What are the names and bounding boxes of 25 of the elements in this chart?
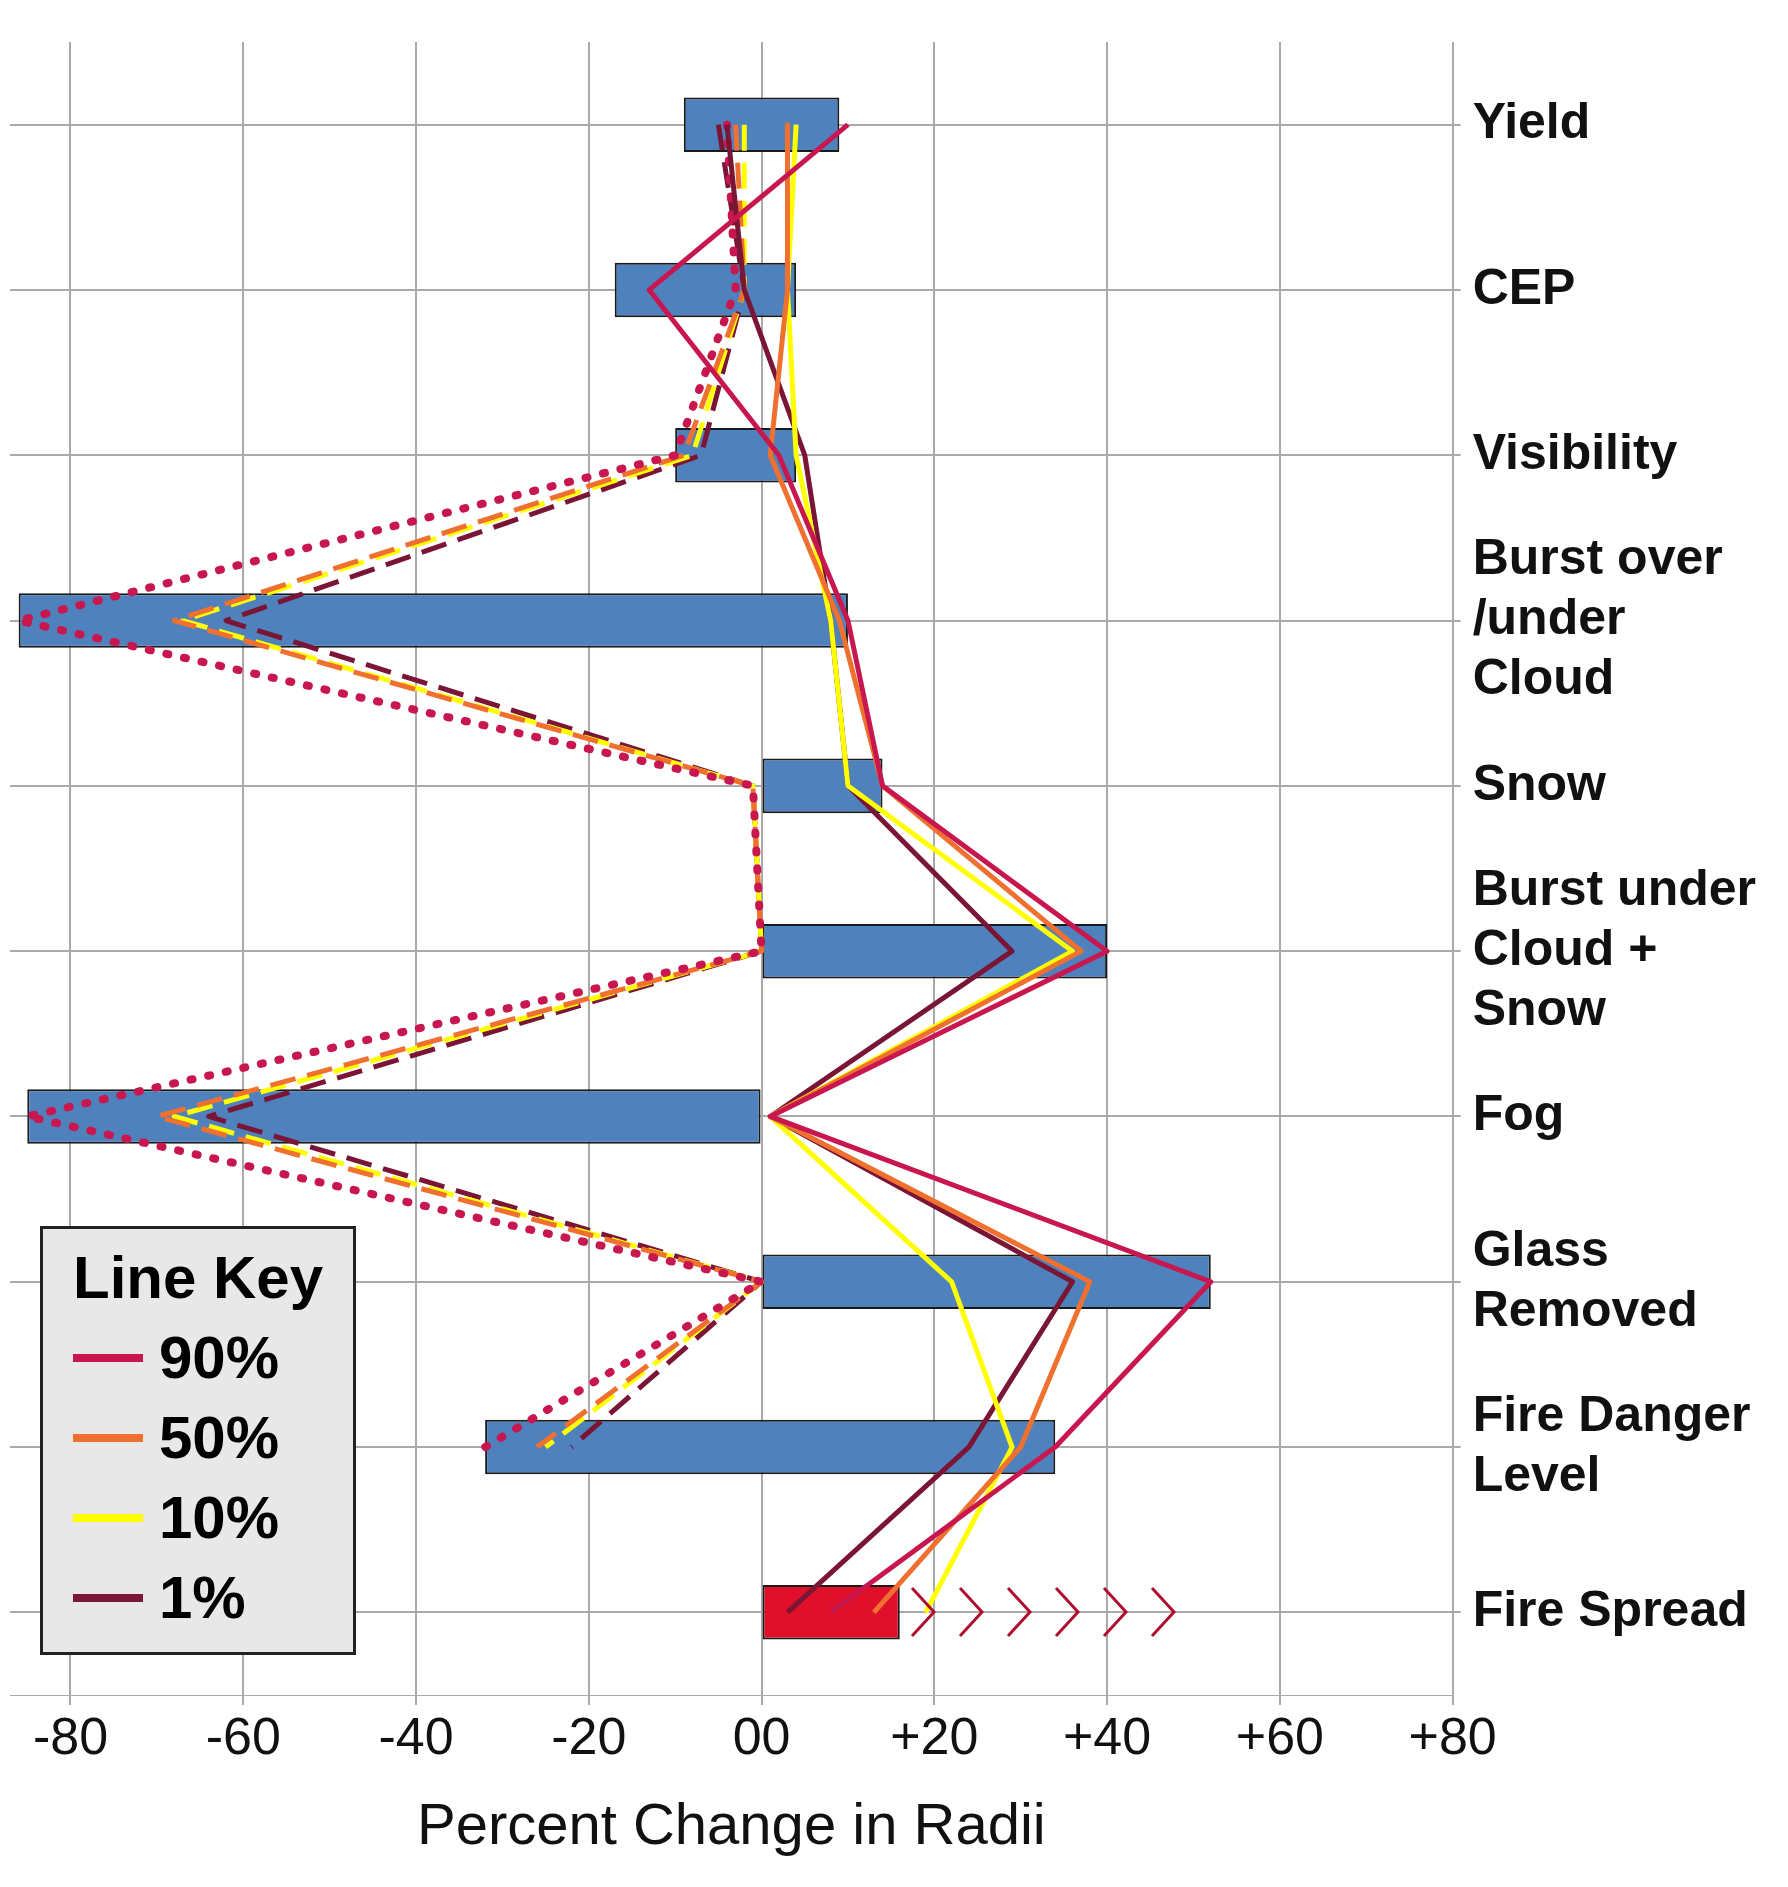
legend-label: 50% [159, 1403, 280, 1473]
y-tick-label: Glass Removed [1472, 1220, 1698, 1337]
x-axis-title: Percent Change in Radii [416, 1791, 1046, 1857]
x-tick-label: -60 [205, 1706, 281, 1765]
y-tick-label: Fog [1472, 1085, 1565, 1142]
y-tick-label: Yield [1472, 93, 1591, 150]
legend-label: 1% [159, 1563, 246, 1633]
legend-label: 10% [159, 1483, 280, 1553]
legend-label: 90% [159, 1323, 280, 1393]
y-tick-label: CEP [1472, 258, 1576, 315]
y-tick-label: Snow [1472, 754, 1607, 811]
y-tick-label: Burst over /under Cloud [1472, 529, 1723, 706]
x-tick-label: +40 [1063, 1706, 1152, 1765]
y-tick-label: Burst under Cloud + Snow [1472, 859, 1757, 1036]
y-tick-label: Fire Spread [1472, 1581, 1748, 1638]
x-tick-label: +20 [890, 1706, 979, 1765]
x-tick-label: -20 [551, 1706, 627, 1765]
x-tick-label: +80 [1408, 1706, 1497, 1765]
x-tick-label: -80 [32, 1706, 109, 1765]
x-tick-label: -40 [378, 1706, 454, 1765]
legend-title: Line Key [73, 1243, 324, 1312]
x-tick-label: 00 [732, 1706, 791, 1765]
y-tick-label: Fire Danger Level [1472, 1385, 1751, 1502]
x-tick-label: +60 [1235, 1706, 1324, 1765]
y-tick-label: Visibility [1472, 424, 1678, 481]
